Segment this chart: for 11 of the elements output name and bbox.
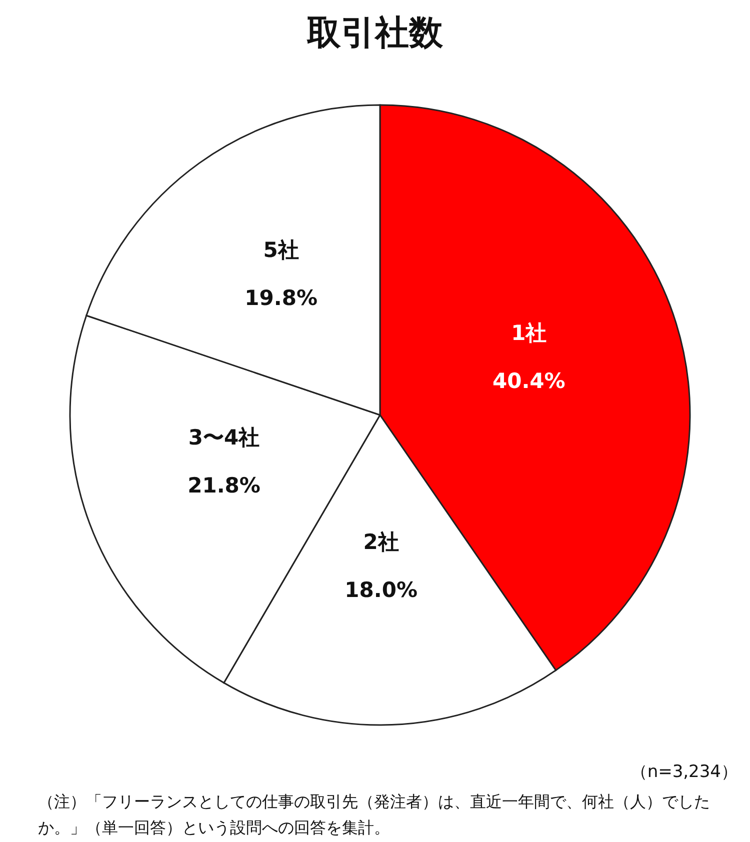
text: （n=3,234） [629, 761, 739, 783]
slice-label: 2社 [363, 530, 399, 554]
data-label: 19.8% [244, 286, 318, 310]
text: （注）「フリーランスとしての仕事の取引先（発注者）は、直近一年間で、何社（人）でしたか。」（単一回答）という設問への回答を集計。 [37, 791, 711, 839]
data-label: 40.4% [492, 369, 566, 394]
chart-title: 取引社数 [306, 12, 444, 55]
data-label: 21.8% [188, 474, 260, 498]
data-label: 18.0% [344, 578, 418, 602]
slice-label: 1社 [511, 321, 547, 346]
slice-label: 3〜4社 [188, 426, 260, 450]
slice-label: 5社 [263, 238, 299, 262]
